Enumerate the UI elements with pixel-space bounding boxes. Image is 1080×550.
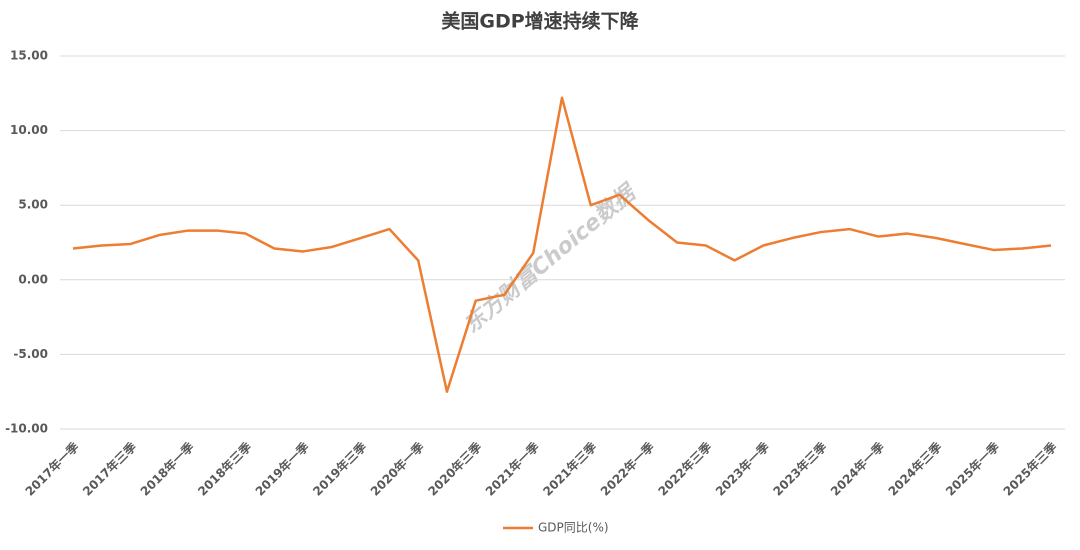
y-tick-label: 10.00 xyxy=(10,123,48,137)
legend-label: GDP同比(%) xyxy=(538,521,609,535)
y-tick-label: 0.00 xyxy=(18,272,48,286)
data-line xyxy=(72,96,1052,393)
y-tick-label: 5.00 xyxy=(18,198,48,212)
y-tick-label: -10.00 xyxy=(5,422,48,436)
y-tick-label: -5.00 xyxy=(13,347,48,361)
y-tick-label: 15.00 xyxy=(10,49,48,63)
chart-title: 美国GDP增速持续下降 xyxy=(441,10,639,33)
